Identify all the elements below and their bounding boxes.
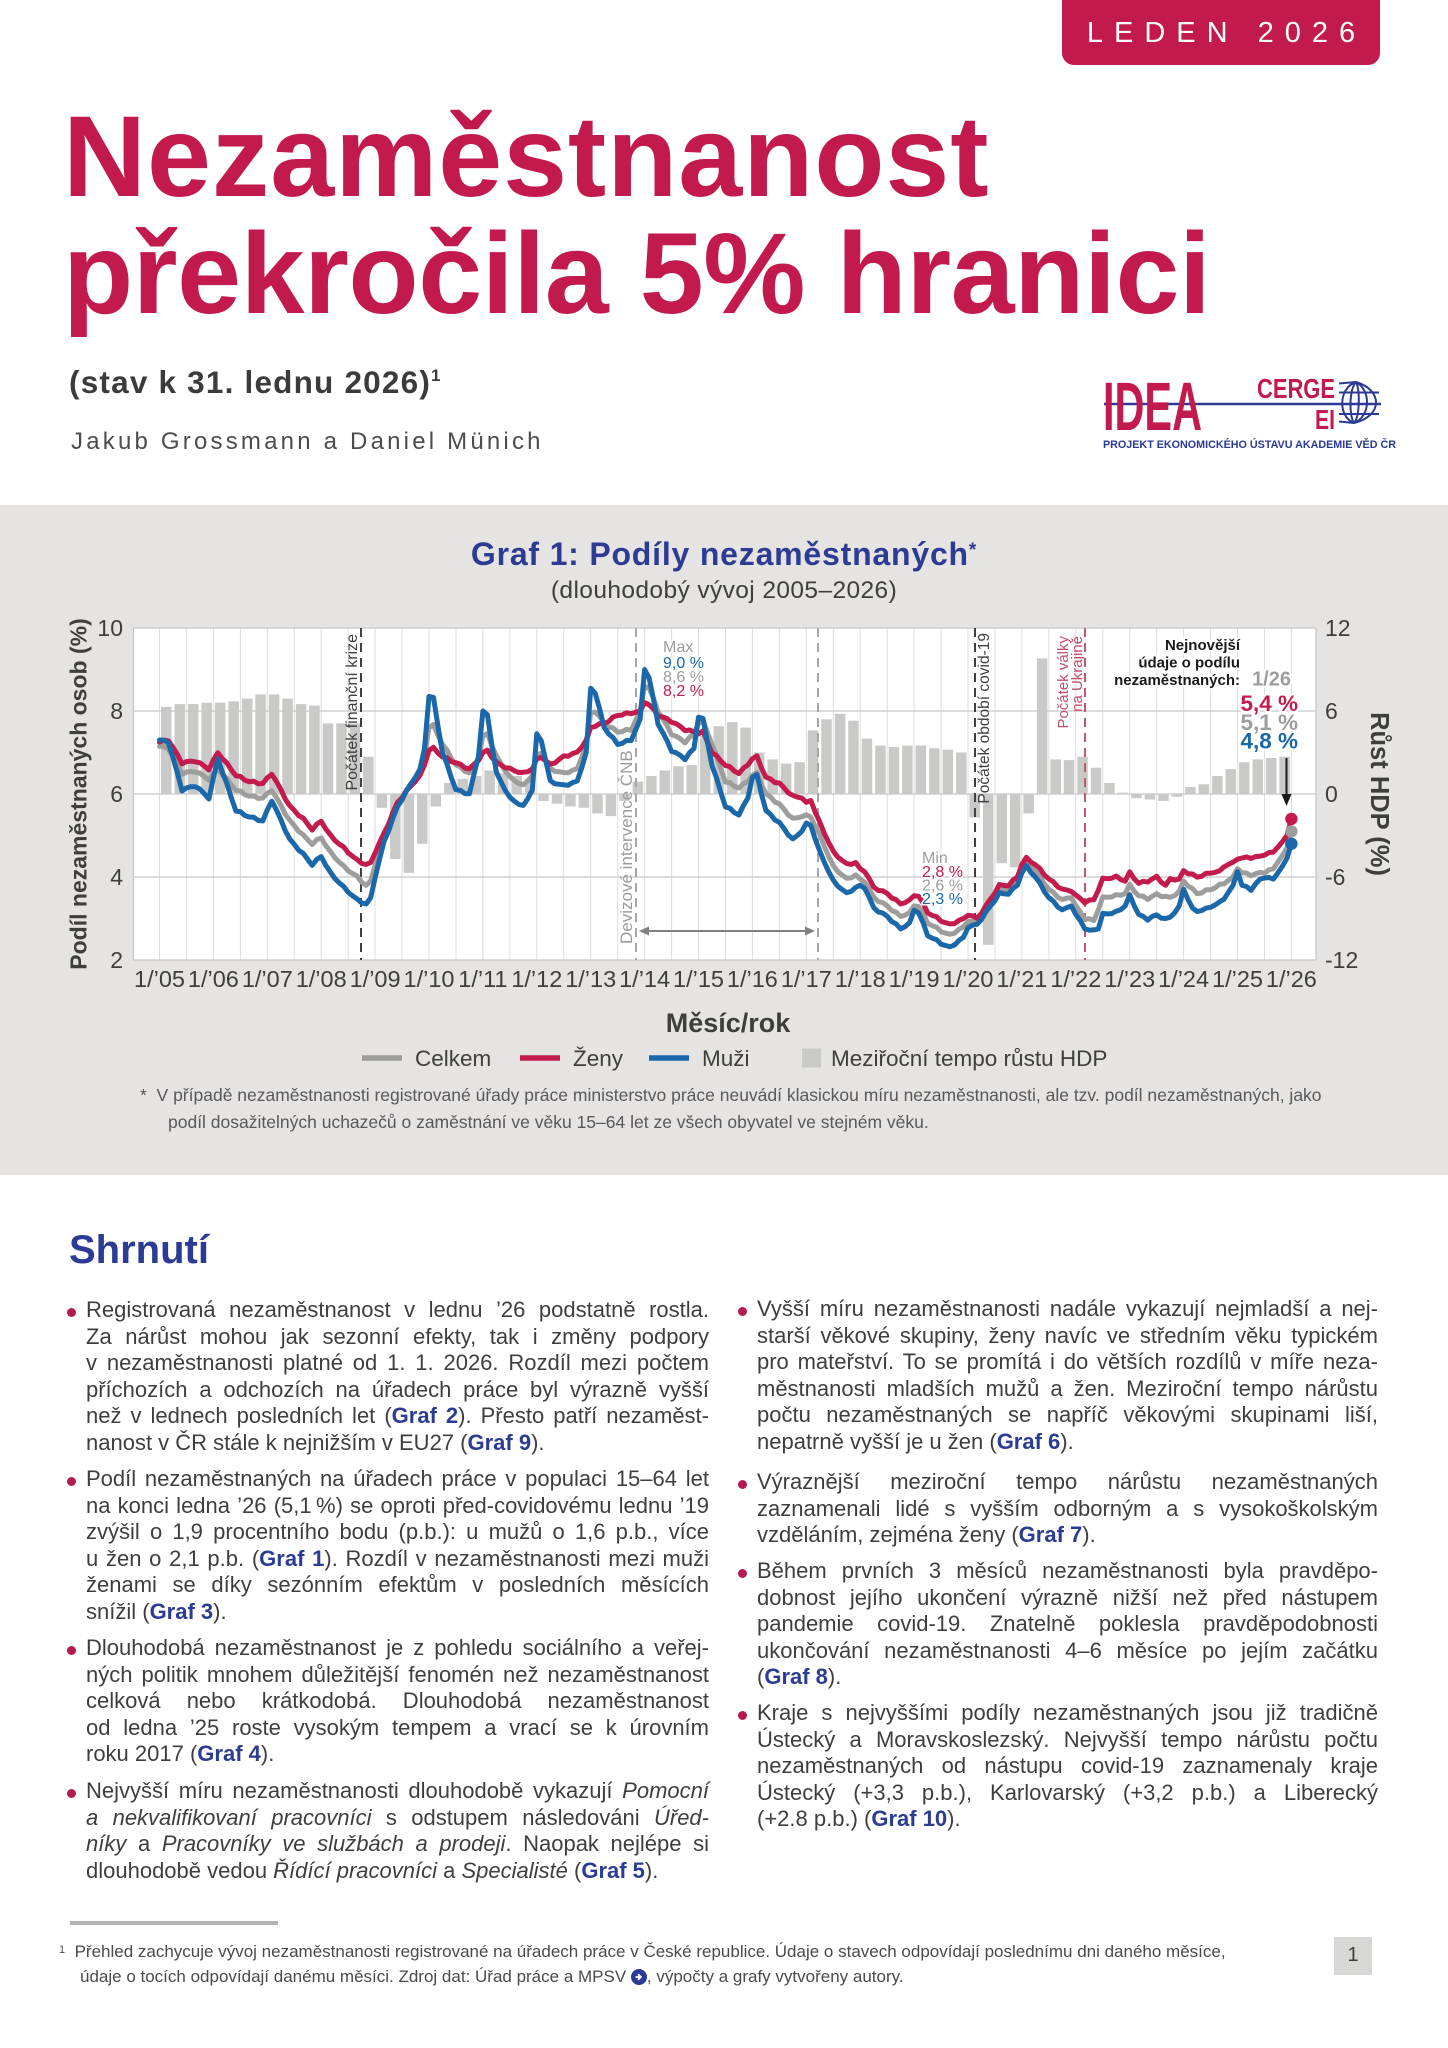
svg-text:9,0 %: 9,0 %: [663, 655, 704, 672]
svg-text:-12: -12: [1325, 947, 1358, 973]
svg-text:1/’16: 1/’16: [727, 966, 778, 992]
svg-text:1/’05: 1/’05: [134, 966, 185, 992]
svg-text:1/’21: 1/’21: [996, 966, 1047, 992]
svg-text:6: 6: [110, 781, 123, 807]
svg-text:1/’15: 1/’15: [673, 966, 724, 992]
svg-text:Muži: Muži: [702, 1046, 750, 1071]
svg-text:8: 8: [110, 698, 123, 724]
svg-text:Podíl nezaměstnaných osob (%): Podíl nezaměstnaných osob (%): [66, 618, 92, 969]
svg-text:údaje o podílu: údaje o podílu: [1138, 655, 1240, 672]
svg-text:8,6 %: 8,6 %: [663, 669, 704, 686]
svg-text:1/’07: 1/’07: [242, 966, 293, 992]
svg-text:Max: Max: [663, 639, 693, 656]
svg-text:2,8 %: 2,8 %: [922, 864, 963, 881]
svg-text:Devizové intervence ČNB: Devizové intervence ČNB: [617, 750, 636, 944]
svg-text:2: 2: [110, 947, 123, 973]
svg-text:0: 0: [1325, 781, 1338, 807]
svg-text:1/’09: 1/’09: [350, 966, 401, 992]
svg-text:1/’20: 1/’20: [943, 966, 994, 992]
svg-text:1/’22: 1/’22: [1050, 966, 1101, 992]
svg-text:1/’10: 1/’10: [404, 966, 455, 992]
svg-text:6: 6: [1325, 698, 1338, 724]
svg-text:EI: EI: [1315, 404, 1335, 435]
svg-text:1/’14: 1/’14: [619, 966, 670, 992]
svg-text:Nejnovější: Nejnovější: [1165, 637, 1241, 654]
svg-text:Počátek období covid-19: Počátek období covid-19: [976, 633, 993, 804]
svg-text:2,6 %: 2,6 %: [922, 878, 963, 895]
svg-text:12: 12: [1325, 615, 1351, 641]
svg-text:nezaměstnaných:: nezaměstnaných:: [1114, 672, 1240, 689]
svg-text:1/’19: 1/’19: [889, 966, 940, 992]
svg-text:2,3 %: 2,3 %: [922, 891, 963, 908]
svg-text:1/’12: 1/’12: [511, 966, 562, 992]
svg-text:10: 10: [97, 615, 123, 641]
svg-text:1/’26: 1/’26: [1266, 966, 1317, 992]
svg-text:1/’18: 1/’18: [835, 966, 886, 992]
svg-text:4,8 %: 4,8 %: [1240, 729, 1298, 754]
svg-text:1/’25: 1/’25: [1212, 966, 1263, 992]
svg-text:CERGE: CERGE: [1257, 373, 1335, 404]
svg-text:5,1 %: 5,1 %: [1240, 710, 1298, 735]
svg-text:1/’13: 1/’13: [565, 966, 616, 992]
svg-text:1/’17: 1/’17: [781, 966, 832, 992]
svg-text:Počátek války: Počátek války: [1055, 636, 1072, 729]
svg-text:Meziřoční tempo růstu HDP: Meziřoční tempo růstu HDP: [831, 1046, 1107, 1071]
svg-text:PROJEKT EKONOMICKÉHO ÚSTAVU AK: PROJEKT EKONOMICKÉHO ÚSTAVU AKADEMIE VĚD…: [1103, 438, 1396, 451]
svg-text:-6: -6: [1325, 864, 1345, 890]
svg-text:na Ukrajině: na Ukrajině: [1069, 636, 1086, 712]
svg-text:1/’23: 1/’23: [1104, 966, 1155, 992]
svg-text:5,4 %: 5,4 %: [1240, 691, 1298, 716]
svg-text:1/’11: 1/’11: [458, 966, 507, 992]
svg-text:Růst HDP (%): Růst HDP (%): [1365, 712, 1393, 876]
svg-text:IDEA: IDEA: [1103, 368, 1202, 445]
svg-text:8,2 %: 8,2 %: [663, 683, 704, 700]
svg-text:Min: Min: [922, 850, 948, 867]
svg-text:1/’08: 1/’08: [296, 966, 347, 992]
svg-text:Celkem: Celkem: [415, 1046, 491, 1071]
svg-text:1/’24: 1/’24: [1158, 966, 1209, 992]
svg-text:1/’06: 1/’06: [188, 966, 239, 992]
svg-text:1/26: 1/26: [1252, 669, 1291, 691]
svg-text:Ženy: Ženy: [573, 1046, 624, 1071]
svg-text:4: 4: [110, 864, 123, 890]
svg-text:Počátek finanční krize: Počátek finanční krize: [344, 634, 361, 791]
svg-text:Měsíc/rok: Měsíc/rok: [666, 1008, 792, 1038]
